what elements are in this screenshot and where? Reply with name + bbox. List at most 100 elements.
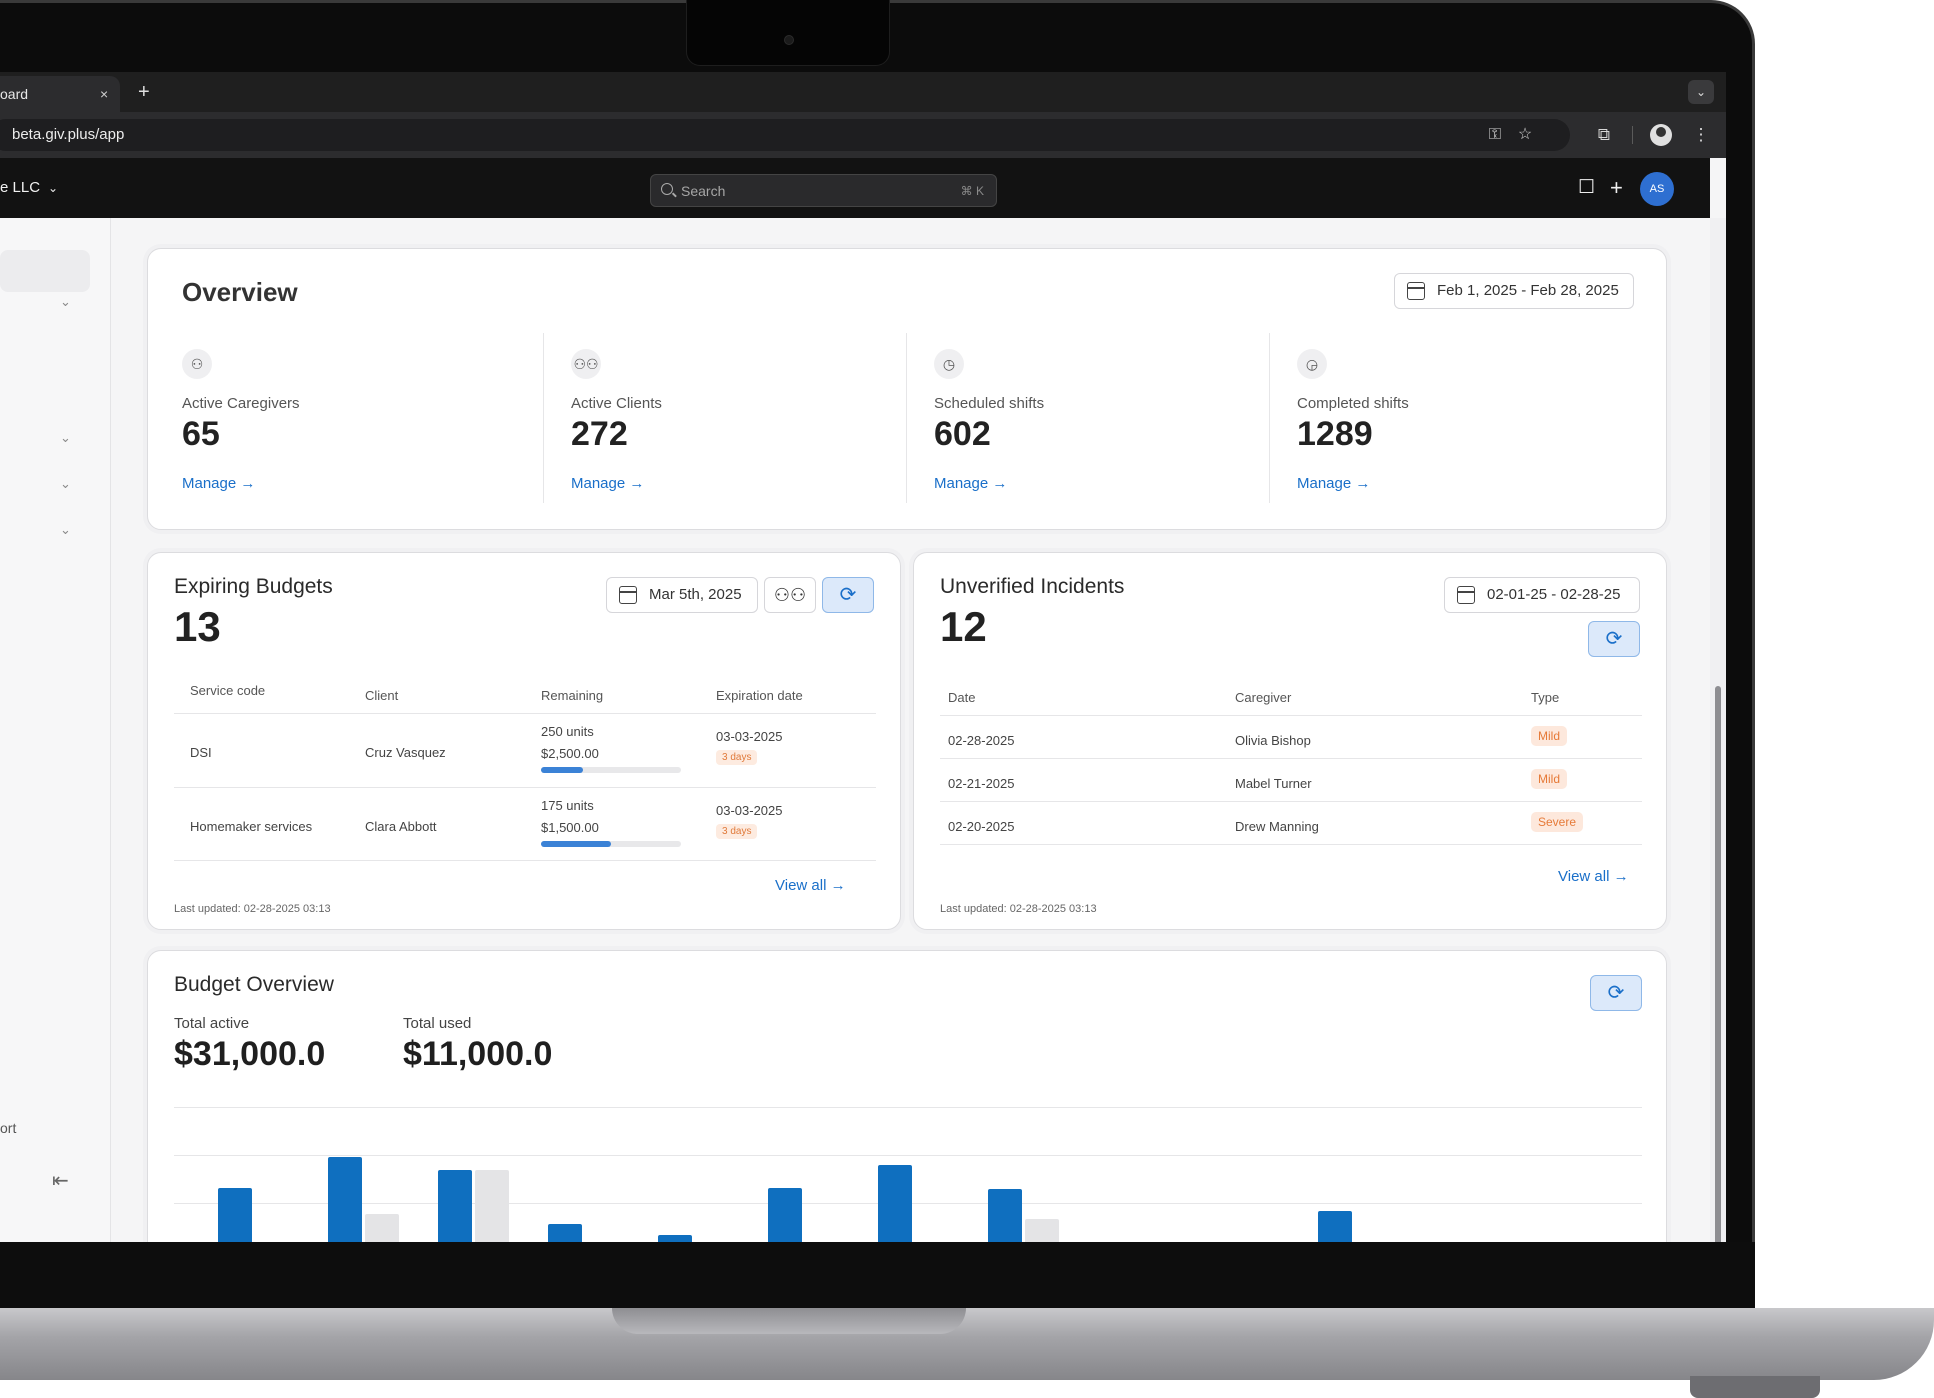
severity-badge: Mild bbox=[1531, 726, 1568, 746]
remaining-amount: $1,500.00 bbox=[541, 820, 599, 835]
chevron-down-icon[interactable]: ⌄ bbox=[60, 430, 71, 445]
bookmark-star-icon[interactable]: ☆ bbox=[1517, 126, 1533, 143]
table-divider bbox=[940, 758, 1642, 759]
password-key-icon[interactable]: ⚿ bbox=[1488, 126, 1502, 143]
profile-avatar-icon[interactable] bbox=[1650, 124, 1672, 146]
progress-fill bbox=[541, 767, 583, 773]
client-name: Clara Abbott bbox=[365, 819, 437, 834]
chart-bar-active[interactable] bbox=[988, 1189, 1022, 1242]
refresh-button[interactable]: ⟳ bbox=[1590, 975, 1642, 1011]
column-header[interactable]: Client bbox=[365, 688, 399, 703]
chart-bar-active[interactable] bbox=[218, 1188, 252, 1242]
browser-tab[interactable]: oard × bbox=[0, 76, 120, 112]
table-divider bbox=[940, 715, 1642, 716]
chart-gridline bbox=[174, 1155, 1642, 1156]
expiring-budgets-title: Expiring Budgets bbox=[174, 575, 333, 598]
tab-close-icon[interactable]: × bbox=[100, 86, 109, 102]
stat-label: Active Caregivers bbox=[182, 395, 300, 412]
stat-value: 65 bbox=[182, 415, 220, 453]
chart-bar-active[interactable] bbox=[328, 1157, 362, 1242]
toolbar-separator bbox=[1632, 126, 1633, 144]
org-switcher[interactable]: e LLC bbox=[0, 179, 41, 196]
chart-bar-active[interactable] bbox=[878, 1165, 912, 1242]
total-active-value: $31,000.0 bbox=[174, 1035, 326, 1073]
caregiver-name: Olivia Bishop bbox=[1235, 733, 1311, 748]
extensions-icon[interactable]: ⧉ bbox=[1597, 125, 1611, 144]
messages-icon[interactable]: ☐ bbox=[1578, 177, 1596, 198]
incidents-date-button[interactable]: 02-01-25 - 02-28-25 bbox=[1444, 577, 1640, 613]
search-input[interactable]: Search ⌘ K bbox=[650, 174, 997, 207]
expiration-date: 03-03-2025 bbox=[716, 729, 783, 744]
overview-card: Overview Feb 1, 2025 - Feb 28, 2025 ⚇ Ac… bbox=[147, 248, 1667, 530]
budget-date-label: Mar 5th, 2025 bbox=[649, 586, 742, 603]
days-badge: 3 days bbox=[716, 824, 758, 839]
expiration-date: 03-03-2025 bbox=[716, 803, 783, 818]
url-text[interactable]: beta.giv.plus/app bbox=[12, 126, 125, 143]
overview-date-range-button[interactable]: Feb 1, 2025 - Feb 28, 2025 bbox=[1394, 273, 1634, 309]
chart-bar-used[interactable] bbox=[365, 1214, 399, 1242]
more-menu-icon[interactable]: ⋮ bbox=[1692, 125, 1710, 144]
chevron-down-icon[interactable]: ⌄ bbox=[60, 522, 71, 537]
refresh-button[interactable]: ⟳ bbox=[822, 577, 874, 613]
table-divider bbox=[174, 860, 876, 861]
column-header[interactable]: Type bbox=[1531, 690, 1560, 705]
client-filter-button[interactable]: ⚇⚇ bbox=[764, 577, 816, 613]
laptop-bezel-bottom bbox=[0, 1242, 1755, 1312]
scrollbar[interactable] bbox=[1710, 218, 1726, 1242]
column-header[interactable]: Expiration date bbox=[716, 688, 803, 703]
chart-bar-active[interactable] bbox=[658, 1235, 692, 1242]
expiring-budgets-card: Expiring Budgets 13 Mar 5th, 2025 ⚇⚇ ⟳ S… bbox=[147, 552, 901, 930]
chart-bar-active[interactable] bbox=[548, 1224, 582, 1242]
chevron-down-icon[interactable]: ⌄ bbox=[60, 476, 71, 491]
chevron-down-icon[interactable]: ⌄ bbox=[60, 294, 71, 309]
chart-bar-active[interactable] bbox=[1318, 1211, 1352, 1242]
scrollbar-thumb[interactable] bbox=[1715, 686, 1721, 1242]
chart-bar-active[interactable] bbox=[438, 1170, 472, 1242]
stat-value: 272 bbox=[571, 415, 628, 453]
manage-completed-link[interactable]: Manage → bbox=[1297, 475, 1371, 492]
budget-overview-card: Budget Overview ⟳ Total active $31,000.0… bbox=[147, 950, 1667, 1242]
severity-badge: Mild bbox=[1531, 769, 1568, 789]
app-header: e LLC ⌄ Search ⌘ K ☐ + AS bbox=[0, 158, 1710, 218]
view-all-incidents-link[interactable]: View all → bbox=[1558, 868, 1629, 885]
total-active-label: Total active bbox=[174, 1015, 250, 1032]
manage-scheduled-link[interactable]: Manage → bbox=[934, 475, 1008, 492]
address-bar[interactable]: beta.giv.plus/app ⚿ ☆ bbox=[0, 119, 1570, 151]
column-header[interactable]: Service code bbox=[190, 683, 266, 698]
view-all-budgets-link[interactable]: View all → bbox=[775, 877, 846, 894]
stat-divider bbox=[1269, 333, 1270, 503]
column-header[interactable]: Date bbox=[948, 690, 976, 705]
camera-icon bbox=[784, 35, 794, 45]
sidebar-item-active[interactable] bbox=[0, 250, 90, 292]
search-placeholder: Search bbox=[681, 183, 726, 199]
incidents-title: Unverified Incidents bbox=[940, 575, 1125, 598]
chart-bar-used[interactable] bbox=[1025, 1219, 1059, 1242]
calendar-icon bbox=[1457, 586, 1475, 604]
sidebar-item-support[interactable]: ort bbox=[0, 1120, 17, 1136]
clock-check-icon: ◶ bbox=[1297, 349, 1327, 379]
column-header[interactable]: Remaining bbox=[541, 688, 604, 703]
caregiver-name: Drew Manning bbox=[1235, 819, 1319, 834]
chart-bar-active[interactable] bbox=[768, 1188, 802, 1242]
chevron-down-icon[interactable]: ⌄ bbox=[48, 181, 59, 195]
column-header[interactable]: Caregiver bbox=[1235, 690, 1292, 705]
manage-clients-link[interactable]: Manage → bbox=[571, 475, 645, 492]
new-tab-button[interactable]: + bbox=[138, 81, 150, 103]
avatar[interactable]: AS bbox=[1640, 172, 1674, 206]
budget-bar-chart bbox=[174, 1107, 1642, 1242]
users-icon: ⚇⚇ bbox=[571, 349, 601, 379]
manage-caregivers-link[interactable]: Manage → bbox=[182, 475, 256, 492]
users-icon: ⚇⚇ bbox=[773, 585, 807, 605]
incidents-count: 12 bbox=[940, 603, 987, 650]
budget-overview-title: Budget Overview bbox=[174, 973, 334, 996]
stat-label: Active Clients bbox=[571, 395, 662, 412]
add-icon[interactable]: + bbox=[1610, 175, 1623, 200]
stat-value: 1289 bbox=[1297, 415, 1373, 453]
refresh-button[interactable]: ⟳ bbox=[1588, 621, 1640, 657]
collapse-sidebar-icon[interactable]: ⇤ bbox=[52, 1170, 69, 1192]
budget-date-button[interactable]: Mar 5th, 2025 bbox=[606, 577, 758, 613]
last-updated: Last updated: 02-28-2025 03:13 bbox=[174, 903, 331, 915]
main-content: Overview Feb 1, 2025 - Feb 28, 2025 ⚇ Ac… bbox=[111, 218, 1710, 1242]
chart-bar-used[interactable] bbox=[475, 1170, 509, 1242]
tab-search-chevron-icon[interactable]: ⌄ bbox=[1688, 80, 1714, 104]
